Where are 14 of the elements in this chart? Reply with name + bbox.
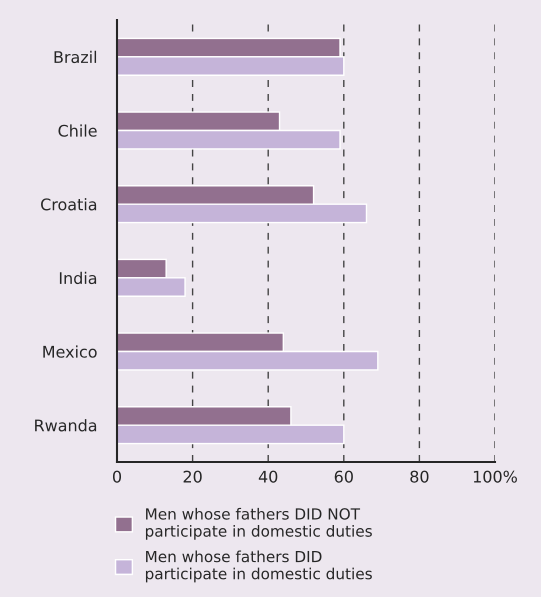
y-tick-label: Mexico <box>43 345 97 358</box>
x-tick-label: 0 <box>112 470 122 483</box>
x-tick-label: 60 <box>334 470 353 483</box>
x-tick-label: 80 <box>410 470 428 483</box>
x-tick-label: 40 <box>258 470 278 483</box>
legend-label: Men whose fathers DID NOT participate in domestic duties <box>146 508 372 540</box>
x-tick-label: 100% <box>474 470 517 483</box>
legend-label: Men whose fathers DID participate in domestic duties <box>146 550 372 582</box>
y-tick-label: Croatia <box>41 198 96 210</box>
y-tick-label: Rwanda <box>35 419 96 432</box>
x-tick-label: 20 <box>184 470 202 483</box>
y-tick-label: Brazil <box>54 50 96 64</box>
y-tick-label: Chile <box>58 124 97 137</box>
y-tick-label: India <box>60 272 96 284</box>
